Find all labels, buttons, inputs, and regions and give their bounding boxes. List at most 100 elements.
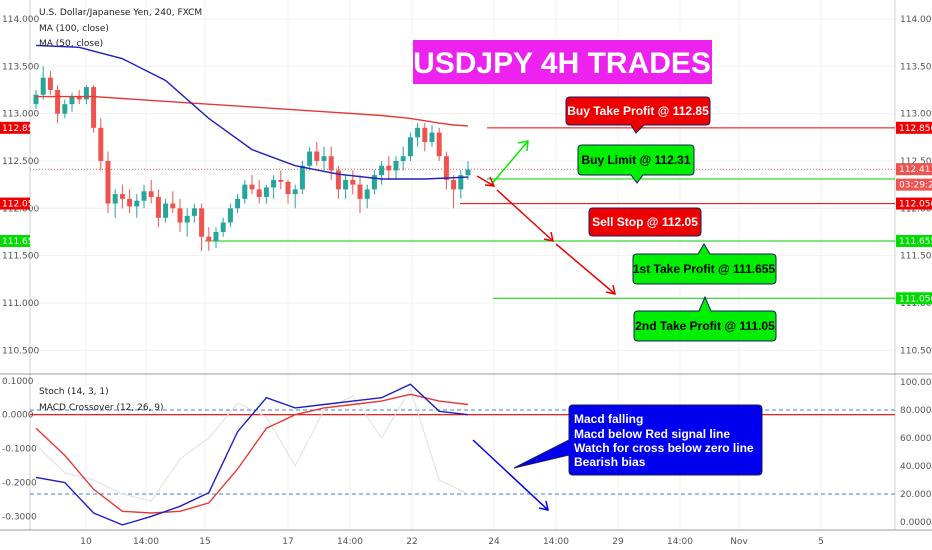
stoch-tick: 80.0000 xyxy=(900,406,932,416)
candle-body xyxy=(148,191,154,197)
macd-arrow-head xyxy=(538,500,549,511)
price-tag-left xyxy=(0,234,30,247)
price-tick-left: 112.500 xyxy=(2,157,39,167)
price-tag xyxy=(896,292,932,305)
candle-body xyxy=(242,184,248,199)
candle-body xyxy=(177,208,183,223)
price-tag-label: 112.850 xyxy=(899,124,932,134)
candle-body xyxy=(206,236,212,242)
legend-symbol: U.S. Dollar/Japanese Yen, 240, FXCM xyxy=(39,8,202,18)
candles xyxy=(33,66,471,251)
candle-body xyxy=(47,77,53,90)
candle-body xyxy=(119,194,125,199)
buy-limit-label: Buy Limit @ 112.31 xyxy=(581,153,690,167)
price-tag xyxy=(896,178,932,191)
stoch-tick: 0.0000 xyxy=(900,518,932,528)
price-tick-left: 111.500 xyxy=(2,252,39,262)
candle-body xyxy=(328,156,334,171)
price-tick-right: 110.500 xyxy=(900,346,932,356)
candle-body xyxy=(271,179,277,188)
price-tag-label: 112.413 xyxy=(899,165,932,175)
macd-tick: -0.2000 xyxy=(2,479,37,489)
candle-body xyxy=(357,184,363,199)
price-tick-left: 113.000 xyxy=(2,110,39,120)
macd-line xyxy=(35,383,469,526)
stoch-tick: 20.0000 xyxy=(900,490,932,500)
price-tick-left: 114.000 xyxy=(2,15,39,25)
price-tag-label: 03:29:28 xyxy=(899,181,932,191)
trade-arrows xyxy=(472,140,616,511)
stoch-line xyxy=(35,387,469,502)
time-tick: 14:00 xyxy=(667,537,693,547)
macd-arrow xyxy=(472,439,549,511)
legend-macd: MACD Crossover (12, 26, 9) xyxy=(39,403,164,413)
candle-body xyxy=(235,198,241,209)
candle-body xyxy=(285,181,291,195)
macd-tick: -0.1000 xyxy=(2,445,37,455)
time-tick: 14:00 xyxy=(133,537,159,547)
tp2-label: 2nd Take Profit @ 111.05 xyxy=(635,319,775,333)
price-tick-right: 112.500 xyxy=(900,157,932,167)
candle-body xyxy=(335,170,341,190)
moving-averages xyxy=(35,44,469,180)
candle-body xyxy=(191,208,197,216)
stoch-axis: 100.0000 80.0000 60.0000 40.0000 20.0000 0.00… xyxy=(900,378,932,528)
price-tag-label: 112.050 xyxy=(899,200,932,210)
candle-body xyxy=(407,137,413,157)
candle-body xyxy=(33,94,39,105)
candle-body xyxy=(76,96,82,100)
candle-body xyxy=(458,175,464,190)
entry-arrow-head xyxy=(484,176,496,187)
macd-notes-callout xyxy=(513,404,763,476)
candle-body xyxy=(69,96,75,105)
stoch-tick: 60.0000 xyxy=(900,434,932,444)
candle-body xyxy=(170,203,176,209)
candle-body xyxy=(443,156,449,180)
candle-body xyxy=(62,104,68,114)
sell-arrow-2-head xyxy=(605,284,616,295)
buy-limit-callout xyxy=(577,144,695,184)
candle-body xyxy=(184,215,190,223)
sell-stop-box: Sell Stop @ 112.05 xyxy=(588,207,702,237)
macd-note-1: Macd falling xyxy=(574,412,643,426)
tp1-callout xyxy=(632,243,777,285)
time-tick: 22 xyxy=(406,537,417,547)
candle-body xyxy=(256,189,262,197)
candle-body xyxy=(371,175,377,190)
candle-body xyxy=(299,165,305,190)
candle-body xyxy=(55,89,61,114)
price-tag-left-label: 112.850 xyxy=(2,124,39,134)
price-tick-right: 113.000 xyxy=(900,110,932,120)
legend-ma50: MA (50, close) xyxy=(39,39,103,49)
candle-body xyxy=(98,127,104,161)
stoch-tick: 40.0000 xyxy=(900,462,932,472)
macd-tick: -0.3000 xyxy=(2,512,37,522)
stoch-tick: 100.0000 xyxy=(900,378,932,388)
macd-tick: 0.1000 xyxy=(2,377,34,387)
macd-tick: 0.0000 xyxy=(2,411,34,421)
candle-body xyxy=(415,127,421,138)
macd-axis: 0.1000 0.0000 -0.1000 -0.2000 -0.3000 xyxy=(2,377,37,523)
candle-body xyxy=(386,165,392,171)
candle-body xyxy=(379,165,385,176)
legend-stoch: Stoch (14, 3, 1) xyxy=(39,387,109,397)
title-banner xyxy=(411,38,714,86)
price-tick-left: 113.500 xyxy=(2,62,39,72)
time-tick: 15 xyxy=(199,537,210,547)
time-tick: 5 xyxy=(818,537,824,547)
candle-body xyxy=(314,151,320,161)
macd-note-3: Watch for cross below zero line xyxy=(574,441,754,455)
tp1-label: 1st Take Profit @ 111.655 xyxy=(633,262,776,276)
price-tick-left: 110.500 xyxy=(2,346,39,356)
candle-body xyxy=(429,132,435,143)
candle-body xyxy=(141,191,147,201)
buy-arrow-head xyxy=(517,140,529,152)
candle-body xyxy=(155,196,161,218)
candle-body xyxy=(163,203,169,218)
price-tick-right: 113.500 xyxy=(900,62,932,72)
buy-take-profit-callout xyxy=(565,96,711,134)
candle-body xyxy=(292,189,298,195)
time-tick: 14:00 xyxy=(337,537,363,547)
